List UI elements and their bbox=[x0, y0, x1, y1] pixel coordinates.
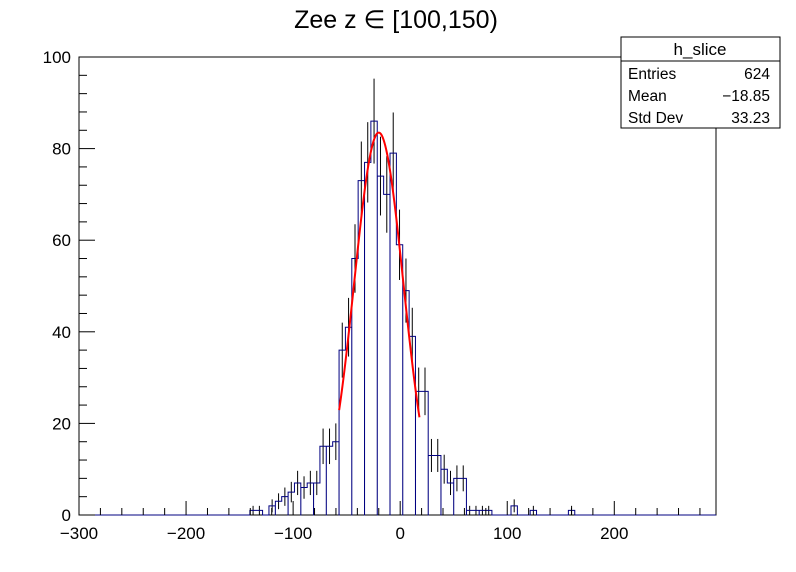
x-tick-label: −200 bbox=[167, 524, 205, 543]
gaussian-fit-curve bbox=[338, 131, 421, 418]
stats-box-frame bbox=[620, 36, 781, 129]
y-tick-label: 60 bbox=[52, 231, 71, 250]
y-tick-label: 20 bbox=[52, 414, 71, 433]
histogram-outline bbox=[79, 120, 716, 516]
stats-box-name: h_slice bbox=[674, 40, 727, 59]
stats-mean-value: −18.85 bbox=[722, 88, 770, 105]
y-tick-label: 0 bbox=[62, 506, 71, 525]
x-tick-label: 100 bbox=[493, 524, 521, 543]
histogram-bin bbox=[396, 245, 402, 515]
y-axis: 0 20 40 60 80 100 bbox=[43, 48, 95, 525]
x-tick-label: 0 bbox=[395, 524, 404, 543]
x-axis: −300 −200 −100 0 100 200 bbox=[60, 501, 701, 543]
histogram-bin bbox=[384, 194, 390, 515]
x-tick-label: 200 bbox=[600, 524, 628, 543]
chart-title: Zee z ∈ [100,150) bbox=[294, 6, 498, 34]
stats-mean-label: Mean bbox=[628, 88, 667, 105]
x-tick-label: −300 bbox=[60, 524, 98, 543]
stats-entries-label: Entries bbox=[628, 66, 676, 83]
y-tick-label: 40 bbox=[52, 323, 71, 342]
histogram-bin bbox=[365, 162, 371, 515]
histogram-bin bbox=[377, 176, 383, 515]
plot-frame bbox=[78, 56, 717, 516]
stats-stddev-value: 33.23 bbox=[731, 110, 770, 127]
y-tick-label: 100 bbox=[43, 48, 71, 67]
x-tick-label: −100 bbox=[274, 524, 312, 543]
error-bars bbox=[252, 78, 573, 515]
y-tick-label: 80 bbox=[52, 140, 71, 159]
stats-stddev-label: Std Dev bbox=[628, 110, 683, 127]
histogram-bin bbox=[371, 121, 377, 515]
stats-entries-value: 624 bbox=[744, 66, 770, 83]
stats-box: h_slice Entries 624 Mean −18.85 Std Dev … bbox=[620, 36, 781, 129]
